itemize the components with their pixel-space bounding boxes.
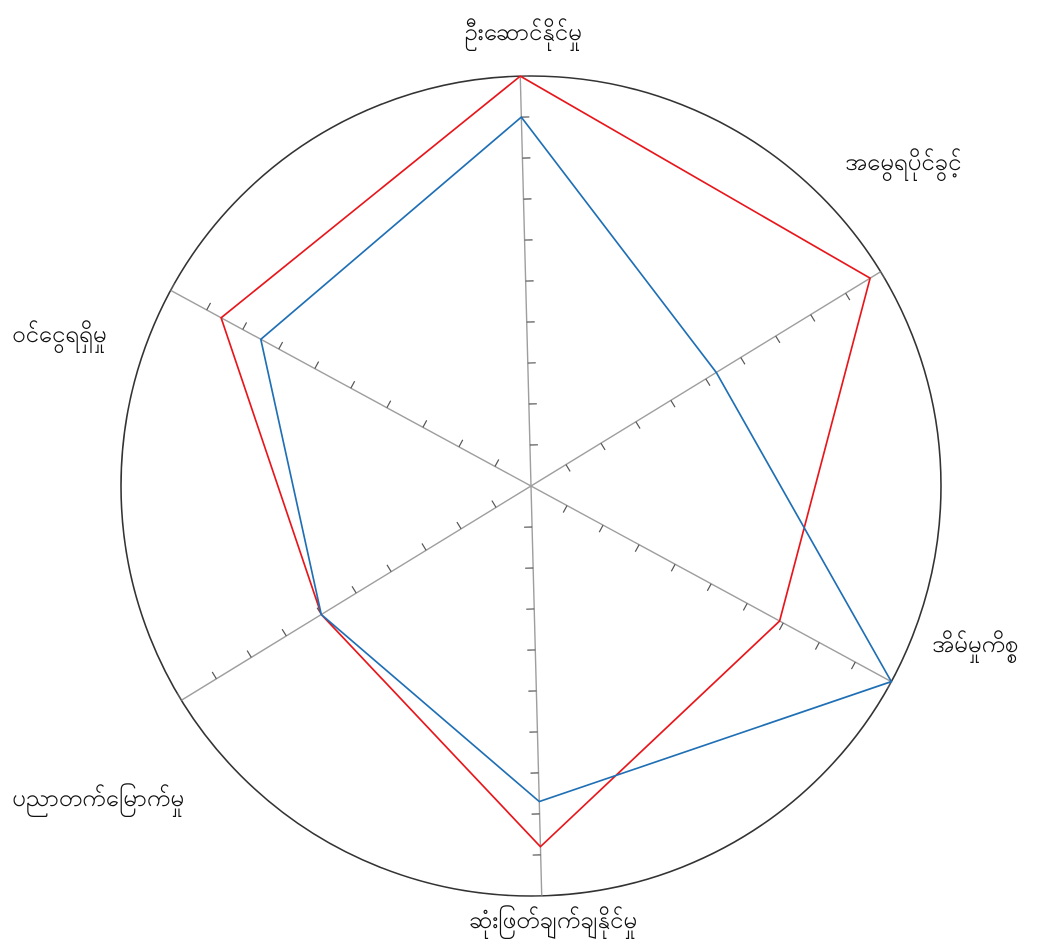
axis-tick — [634, 544, 640, 553]
chart-frame — [120, 75, 942, 897]
axis-tick — [670, 563, 676, 572]
axis-tick — [386, 400, 392, 409]
axis-tick — [421, 543, 427, 551]
axis-tick — [565, 464, 571, 472]
axis-tick — [386, 564, 392, 573]
axis-tick — [491, 500, 497, 508]
axis-tick — [562, 505, 568, 513]
axis-tick — [422, 419, 428, 428]
axis-tick — [775, 335, 781, 344]
series-polygon-1 — [220, 75, 872, 848]
axis-label: ဆုံးဖြတ်ချက်ချနိုင်မှု — [469, 904, 637, 939]
axis-tick — [456, 521, 462, 530]
axis-tick — [706, 583, 712, 592]
axis-tick — [850, 661, 856, 670]
axis-tick — [705, 378, 711, 387]
axis-tick — [742, 603, 748, 611]
axis-tick — [845, 292, 851, 301]
axis-tick — [278, 341, 284, 350]
axis-label: ဝင်ငွေရရှိမှု — [12, 319, 106, 354]
axis-tick — [314, 361, 320, 369]
axis-tick — [350, 380, 356, 389]
axis-label: ဦးဆောင်နိုင်မှု — [464, 17, 581, 51]
axis-tick — [778, 622, 784, 631]
axis-label: ပညာတက်မြောက်မှု — [12, 782, 184, 817]
axis-tick — [598, 524, 604, 533]
axis-tick — [206, 302, 212, 311]
axis-label: အိမ်မှုကိစ္စ — [932, 629, 1018, 663]
axis-tick — [494, 459, 500, 467]
axis-labels: ဦးဆောင်နိုင်မှုအမွေရပိုင်ခွင့်အိမ်မှုကိစ… — [12, 17, 1018, 939]
axis-tick — [814, 642, 820, 650]
axis-tick — [176, 693, 182, 701]
axis-tick — [600, 442, 606, 451]
series-layer — [220, 75, 893, 848]
axis-tick — [170, 283, 176, 291]
axis-tick — [880, 271, 886, 279]
axis-label: အမွေရပိုင်ခွင့် — [845, 147, 961, 182]
axis-tick — [740, 357, 746, 365]
axis-tick — [246, 650, 252, 658]
outer-circle — [120, 75, 942, 897]
axis-tick — [886, 681, 892, 689]
axis-tick — [670, 399, 676, 408]
axis-tick — [810, 314, 816, 322]
axis-spoke — [530, 485, 892, 683]
axis-tick — [458, 439, 464, 448]
series-polygon-2 — [259, 115, 893, 803]
axis-tick — [635, 421, 641, 429]
axis-tick — [242, 322, 248, 330]
axis-tick — [351, 585, 357, 594]
axis-tick — [281, 628, 287, 637]
axis-tick — [211, 671, 217, 680]
